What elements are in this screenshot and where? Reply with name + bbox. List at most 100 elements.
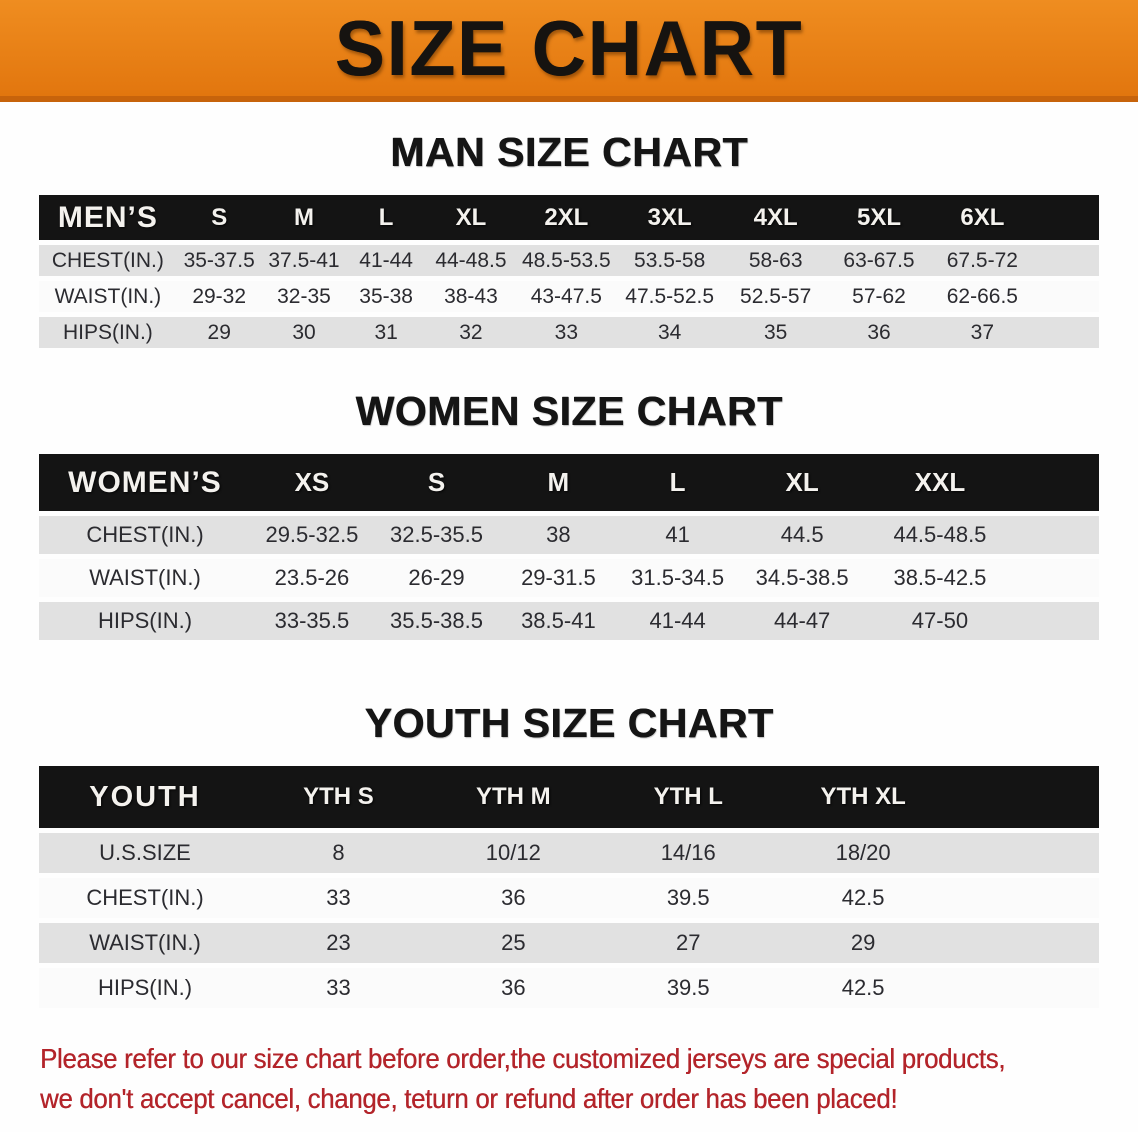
size-cell: 33 — [554, 320, 578, 344]
cell-filler — [1014, 516, 1099, 554]
men-column-header: 4XL — [753, 203, 798, 231]
size-cell: 38.5-42.5 — [893, 565, 987, 590]
men-header-row: MEN’S S M L XL 2XL 3XL 4XL 5XL 6XL — [39, 195, 1099, 240]
men-waist-row: WAIST(IN.) 29-32 32-35 35-38 38-43 43-47… — [39, 281, 1099, 312]
row-label: CHEST(IN.) — [86, 522, 204, 547]
women-column-header: XS — [294, 467, 330, 497]
size-cell: 26-29 — [408, 565, 465, 590]
size-cell: 43-47.5 — [530, 284, 602, 308]
size-cell: 35-38 — [359, 284, 413, 308]
size-cell: 36 — [501, 975, 526, 1000]
size-cell: 23 — [326, 930, 351, 955]
size-cell: 33-35.5 — [274, 608, 350, 633]
size-cell: 58-63 — [748, 248, 803, 272]
size-cell: 35 — [763, 320, 788, 344]
youth-ussize-row: U.S.SIZE 8 10/12 14/16 18/20 — [39, 833, 1099, 873]
men-column-header: S — [211, 203, 228, 231]
size-cell: 38 — [546, 522, 571, 547]
size-cell: 32-35 — [277, 284, 331, 308]
size-cell: 31 — [374, 320, 398, 344]
row-label: HIPS(IN.) — [97, 975, 193, 1000]
disclaimer-note: Please refer to our size chart before or… — [40, 1039, 1138, 1119]
women-corner-label: WOMEN’S — [68, 465, 222, 499]
size-cell: 31.5-34.5 — [631, 565, 725, 590]
size-cell: 53.5-58 — [634, 248, 706, 272]
cell-filler — [951, 923, 1099, 963]
youth-column-header: YTH XL — [820, 783, 906, 810]
cell-filler — [1014, 602, 1099, 640]
size-cell: 42.5 — [841, 885, 885, 910]
men-hips-row: HIPS(IN.) 29 30 31 32 33 34 35 36 37 — [39, 317, 1099, 348]
size-cell: 63-67.5 — [843, 248, 915, 272]
size-cell: 29.5-32.5 — [265, 522, 359, 547]
row-label: WAIST(IN.) — [89, 565, 201, 590]
size-cell: 37.5-41 — [268, 248, 340, 272]
row-label: HIPS(IN.) — [97, 608, 193, 633]
youth-column-header: YTH M — [476, 783, 551, 810]
size-cell: 41 — [665, 522, 690, 547]
size-cell: 44-48.5 — [435, 248, 507, 272]
men-section-heading: MAN SIZE CHART — [390, 129, 748, 175]
size-cell: 29-31.5 — [521, 565, 596, 590]
cell-filler — [1035, 317, 1099, 348]
youth-header-row: YOUTH YTH S YTH M YTH L YTH XL — [39, 766, 1099, 828]
men-chest-row: CHEST(IN.) 35-37.5 37.5-41 41-44 44-48.5… — [39, 245, 1099, 276]
size-cell: 48.5-53.5 — [521, 248, 611, 272]
men-size-table: MEN’S S M L XL 2XL 3XL 4XL 5XL 6XL CHEST… — [39, 190, 1099, 353]
cell-filler — [1035, 245, 1099, 276]
header-filler — [951, 766, 1099, 828]
size-cell: 18/20 — [835, 840, 891, 865]
youth-column-header: YTH L — [653, 783, 723, 810]
size-cell: 47.5-52.5 — [625, 284, 715, 308]
note-line-2: we don't accept cancel, change, teturn o… — [40, 1083, 898, 1114]
size-cell: 23.5-26 — [274, 565, 350, 590]
row-label: WAIST(IN.) — [54, 284, 162, 308]
women-chest-row: CHEST(IN.) 29.5-32.5 32.5-35.5 38 41 44.… — [39, 516, 1099, 554]
size-cell: 39.5 — [666, 885, 710, 910]
size-cell: 10/12 — [485, 840, 541, 865]
women-column-header: M — [547, 467, 570, 497]
banner: SIZE CHART — [0, 0, 1138, 102]
size-cell: 34.5-38.5 — [755, 565, 849, 590]
women-size-table: WOMEN’S XS S M L XL XXL CHEST(IN.) 29.5-… — [39, 449, 1099, 645]
men-column-header: 5XL — [857, 203, 902, 231]
size-cell: 36 — [867, 320, 891, 344]
youth-column-header: YTH S — [303, 783, 374, 810]
row-label: HIPS(IN.) — [62, 320, 153, 344]
size-cell: 14/16 — [660, 840, 716, 865]
size-cell: 67.5-72 — [946, 248, 1018, 272]
row-label: WAIST(IN.) — [89, 930, 201, 955]
youth-corner-label: YOUTH — [89, 780, 201, 813]
size-cell: 44.5-48.5 — [893, 522, 987, 547]
size-cell: 34 — [657, 320, 682, 344]
size-cell: 38-43 — [444, 284, 498, 308]
cell-filler — [1014, 559, 1099, 597]
size-cell: 38.5-41 — [521, 608, 596, 633]
women-section-heading: WOMEN SIZE CHART — [355, 388, 783, 434]
size-cell: 30 — [292, 320, 316, 344]
size-cell: 62-66.5 — [946, 284, 1018, 308]
youth-hips-row: HIPS(IN.) 33 36 39.5 42.5 — [39, 968, 1099, 1008]
men-column-header: M — [293, 203, 314, 231]
size-cell: 57-62 — [852, 284, 906, 308]
size-cell: 33 — [326, 885, 351, 910]
youth-waist-row: WAIST(IN.) 23 25 27 29 — [39, 923, 1099, 963]
cell-filler — [951, 878, 1099, 918]
note-line-1: Please refer to our size chart before or… — [40, 1043, 1006, 1074]
size-cell: 32.5-35.5 — [390, 522, 483, 547]
size-cell: 8 — [332, 840, 345, 865]
size-cell: 35-37.5 — [183, 248, 255, 272]
size-cell: 47-50 — [911, 608, 969, 633]
size-cell: 27 — [675, 930, 701, 955]
size-cell: 39.5 — [666, 975, 710, 1000]
women-header-row: WOMEN’S XS S M L XL XXL — [39, 454, 1099, 511]
row-label: U.S.SIZE — [99, 840, 191, 865]
size-cell: 29 — [207, 320, 231, 344]
size-cell: 29-32 — [192, 284, 247, 308]
row-label: CHEST(IN.) — [86, 885, 204, 910]
size-cell: 25 — [501, 930, 526, 955]
youth-size-table: YOUTH YTH S YTH M YTH L YTH XL U.S.SIZE … — [39, 761, 1099, 1013]
size-cell: 29 — [850, 930, 876, 955]
women-column-header: L — [669, 467, 686, 497]
